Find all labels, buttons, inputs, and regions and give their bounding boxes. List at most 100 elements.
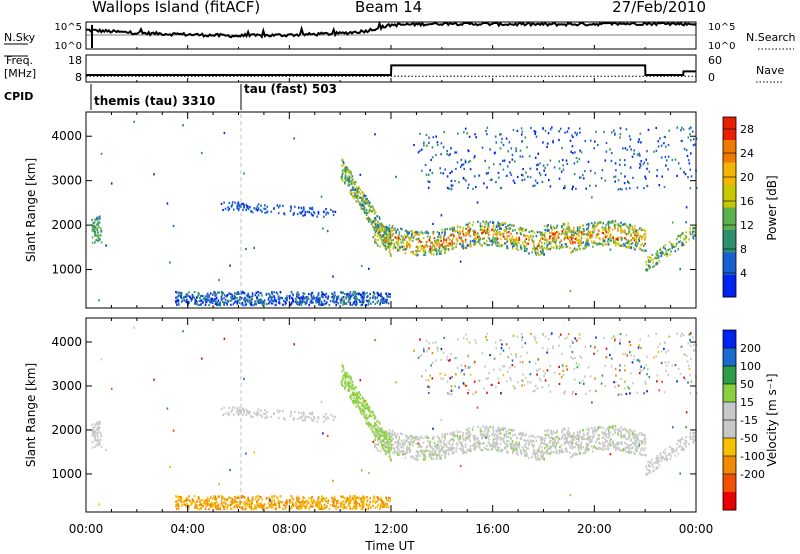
- power-echo: [582, 227, 585, 231]
- power-echo: [307, 296, 309, 299]
- velocity-echo: [458, 441, 461, 444]
- power-echo: [366, 199, 368, 202]
- velocity-echo: [439, 450, 441, 453]
- power-echo: [175, 300, 177, 303]
- velocity-echo: [473, 434, 476, 437]
- power-echo: [626, 241, 628, 244]
- power-echo: [417, 233, 419, 236]
- velocity-echo: [522, 373, 524, 376]
- power-echo: [663, 185, 666, 189]
- velocity-echo: [398, 449, 400, 452]
- power-echo: [348, 169, 351, 172]
- power-echo: [499, 222, 501, 226]
- velocity-echo: [621, 441, 623, 444]
- power-echo: [487, 231, 489, 235]
- power-echo: [430, 253, 433, 256]
- velocity-echo: [603, 444, 606, 447]
- velocity-echo: [387, 434, 390, 437]
- power-echo: [582, 224, 585, 227]
- power-echo: [450, 184, 453, 187]
- power-echo: [679, 268, 681, 271]
- power-echo: [175, 296, 177, 299]
- velocity-echo: [479, 427, 482, 430]
- velocity-echo: [560, 444, 563, 447]
- power-echo: [357, 196, 360, 199]
- power-echo: [681, 241, 684, 244]
- power-echo: [181, 299, 184, 302]
- power-echo: [346, 293, 349, 296]
- power-echo: [404, 252, 407, 255]
- velocity-echo: [546, 430, 548, 433]
- power-echo: [561, 147, 563, 150]
- power-echo: [687, 159, 690, 162]
- power-echo: [636, 186, 639, 189]
- velocity-echo: [620, 377, 622, 380]
- power-echo: [358, 185, 360, 189]
- power-echo: [243, 292, 246, 295]
- power-echo: [451, 238, 454, 241]
- power-echo: [312, 298, 314, 301]
- power-echo: [443, 238, 445, 241]
- power-echo: [389, 230, 391, 233]
- velocity-echo: [541, 437, 544, 440]
- velocity-echo: [427, 379, 430, 382]
- velocity-echo: [462, 368, 465, 372]
- power-echo: [549, 248, 552, 251]
- velocity-echo: [481, 436, 483, 439]
- power-echo: [620, 226, 622, 229]
- power-echo: [609, 221, 611, 224]
- power-echo: [502, 159, 504, 162]
- velocity-echo: [438, 437, 440, 440]
- power-echo: [689, 133, 691, 136]
- velocity-echo: [444, 444, 447, 447]
- power-echo: [553, 246, 555, 249]
- power-echo: [387, 227, 389, 230]
- power-echo: [439, 167, 441, 170]
- power-echo: [311, 214, 313, 217]
- power-echo: [595, 242, 597, 245]
- velocity-echo: [347, 382, 349, 385]
- power-echo: [98, 299, 100, 302]
- velocity-echo: [355, 405, 358, 408]
- velocity-echo: [503, 447, 506, 450]
- power-echo: [526, 242, 528, 245]
- velocity-echo: [624, 369, 626, 372]
- velocity-echo: [630, 354, 632, 357]
- velocity-echo: [550, 439, 552, 442]
- velocity-echo: [526, 439, 529, 442]
- power-echo: [560, 246, 562, 249]
- power-echo: [446, 175, 449, 178]
- velocity-echo: [407, 436, 409, 439]
- power-echo: [644, 236, 647, 239]
- power-echo: [378, 230, 381, 234]
- power-echo: [226, 303, 228, 306]
- velocity-echo: [629, 433, 631, 436]
- velocity-echo: [377, 439, 379, 442]
- velocity-echo: [578, 451, 581, 454]
- velocity-echo: [374, 445, 376, 448]
- velocity-echo: [411, 436, 413, 439]
- velocity-echo: [501, 437, 504, 440]
- power-echo: [664, 135, 666, 138]
- power-echo: [345, 296, 347, 299]
- power-echo: [428, 239, 430, 242]
- velocity-echo: [489, 444, 492, 447]
- power-echo: [474, 231, 476, 234]
- power-echo: [438, 247, 441, 250]
- power-echo: [181, 291, 183, 295]
- power-echo: [640, 141, 642, 144]
- power-echo: [500, 233, 503, 236]
- power-echo: [638, 237, 640, 240]
- power-echo: [620, 238, 623, 241]
- power-echo: [639, 235, 641, 238]
- power-echo: [469, 230, 471, 233]
- velocity-echo: [637, 445, 640, 448]
- power-echo: [575, 230, 577, 233]
- power-echo: [367, 303, 370, 306]
- velocity-echo: [586, 438, 589, 441]
- velocity-echo: [541, 442, 544, 445]
- velocity-echo: [520, 452, 523, 455]
- power-echo: [414, 253, 417, 256]
- power-echo: [325, 302, 327, 305]
- power-echo: [419, 149, 421, 152]
